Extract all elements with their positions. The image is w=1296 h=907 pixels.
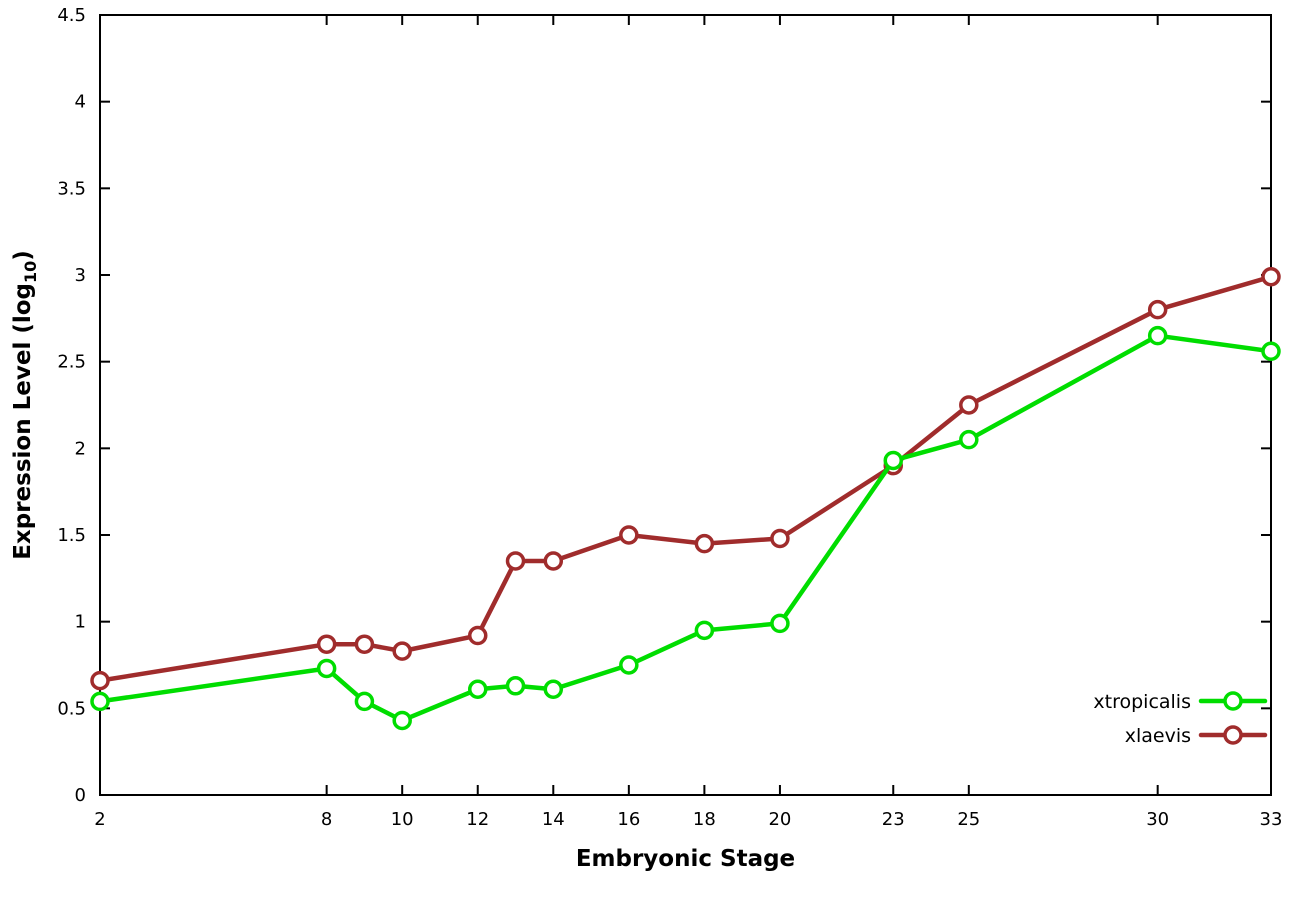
data-point-xlaevis [694, 533, 715, 554]
data-point-xtropicalis [619, 655, 639, 675]
x-tick-label: 30 [1146, 809, 1169, 830]
x-tick-label: 23 [882, 809, 905, 830]
data-point-xtropicalis [90, 691, 110, 712]
series-line-xlaevis [97, 274, 1274, 683]
series-xlaevis [90, 266, 1281, 691]
x-tick-label: 18 [693, 809, 716, 830]
x-axis-label: Embryonic Stage [576, 846, 795, 872]
data-point-xtropicalis [354, 691, 375, 712]
x-tick-label: 20 [768, 809, 791, 830]
data-point-xtropicalis [1261, 341, 1281, 362]
y-tick-label: 1 [75, 612, 86, 633]
y-tick-label: 0.5 [57, 698, 86, 719]
legend-label: xtropicalis [1093, 691, 1191, 713]
y-axis-label: Expression Level (log10) [10, 250, 40, 560]
data-point-xlaevis [619, 525, 639, 545]
data-point-xtropicalis [505, 676, 526, 696]
data-point-xlaevis [354, 634, 375, 654]
y-tick-label: 2.5 [57, 352, 86, 373]
data-point-xlaevis [505, 551, 526, 571]
data-point-xlaevis [467, 625, 488, 646]
data-point-xtropicalis [770, 613, 790, 634]
data-point-xlaevis [959, 395, 979, 415]
legend-label: xlaevis [1125, 725, 1191, 747]
series-line-xtropicalis [97, 333, 1274, 723]
legend-entry-xtropicalis: xtropicalis [1093, 691, 1268, 713]
data-point-xtropicalis [1147, 325, 1168, 346]
x-tick-label: 14 [542, 809, 565, 830]
data-point-xtropicalis [316, 658, 337, 679]
data-point-xlaevis [1261, 266, 1281, 287]
legend-entry-xlaevis: xlaevis [1125, 725, 1268, 747]
y-tick-label: 4 [75, 92, 86, 113]
x-tick-label: 2 [94, 809, 105, 830]
x-tick-label: 33 [1260, 809, 1283, 830]
legend-marker [1223, 725, 1243, 745]
x-tick-label: 16 [617, 809, 640, 830]
x-tick-label: 8 [321, 809, 332, 830]
y-tick-label: 1.5 [57, 525, 86, 546]
data-point-xlaevis [770, 528, 790, 549]
y-tick-label: 4.5 [57, 5, 86, 26]
x-tick-label: 25 [957, 809, 980, 830]
data-point-xlaevis [1147, 299, 1168, 320]
data-point-xtropicalis [392, 710, 412, 731]
data-point-xtropicalis [543, 679, 564, 700]
y-tick-label: 2 [75, 438, 86, 459]
data-point-xtropicalis [883, 450, 904, 471]
x-tick-label: 10 [391, 809, 414, 830]
data-point-xlaevis [543, 551, 564, 571]
y-tick-label: 3.5 [57, 178, 86, 199]
series-xtropicalis [90, 325, 1281, 731]
data-point-xtropicalis [467, 679, 488, 700]
y-tick-label: 3 [75, 265, 86, 286]
y-tick-label: 0 [75, 785, 86, 806]
legend-marker [1223, 691, 1243, 711]
data-point-xlaevis [392, 641, 412, 661]
plot-border [99, 14, 1272, 796]
data-point-xtropicalis [694, 620, 715, 641]
x-tick-label: 12 [466, 809, 489, 830]
data-point-xlaevis [316, 634, 337, 654]
data-point-xlaevis [90, 670, 110, 691]
data-point-xtropicalis [959, 429, 979, 450]
